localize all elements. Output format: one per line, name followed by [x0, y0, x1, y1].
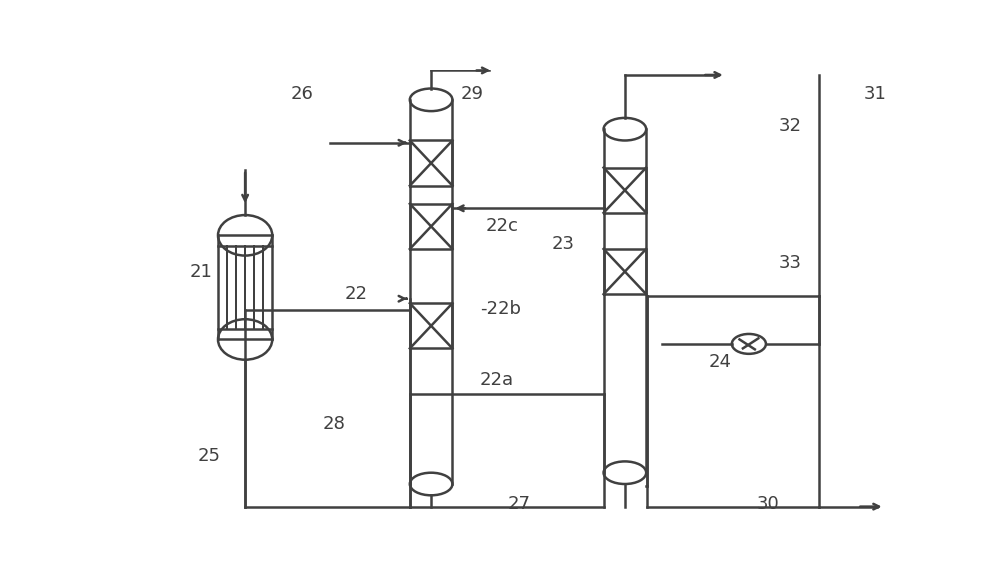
Text: 28: 28: [323, 415, 346, 433]
Text: 32: 32: [778, 117, 801, 134]
Text: 27: 27: [507, 495, 530, 514]
Text: -22b: -22b: [480, 300, 521, 318]
Text: 25: 25: [197, 447, 220, 464]
Text: 21: 21: [190, 262, 212, 281]
Text: 26: 26: [290, 85, 313, 103]
Text: 29: 29: [461, 85, 484, 103]
Text: 23: 23: [551, 235, 574, 254]
Text: 33: 33: [778, 254, 801, 272]
Text: 31: 31: [864, 85, 887, 103]
Text: 22c: 22c: [485, 217, 518, 235]
Text: 24: 24: [709, 353, 732, 371]
Text: 22: 22: [344, 285, 367, 303]
Text: 22a: 22a: [480, 371, 514, 389]
Text: 30: 30: [757, 495, 780, 514]
